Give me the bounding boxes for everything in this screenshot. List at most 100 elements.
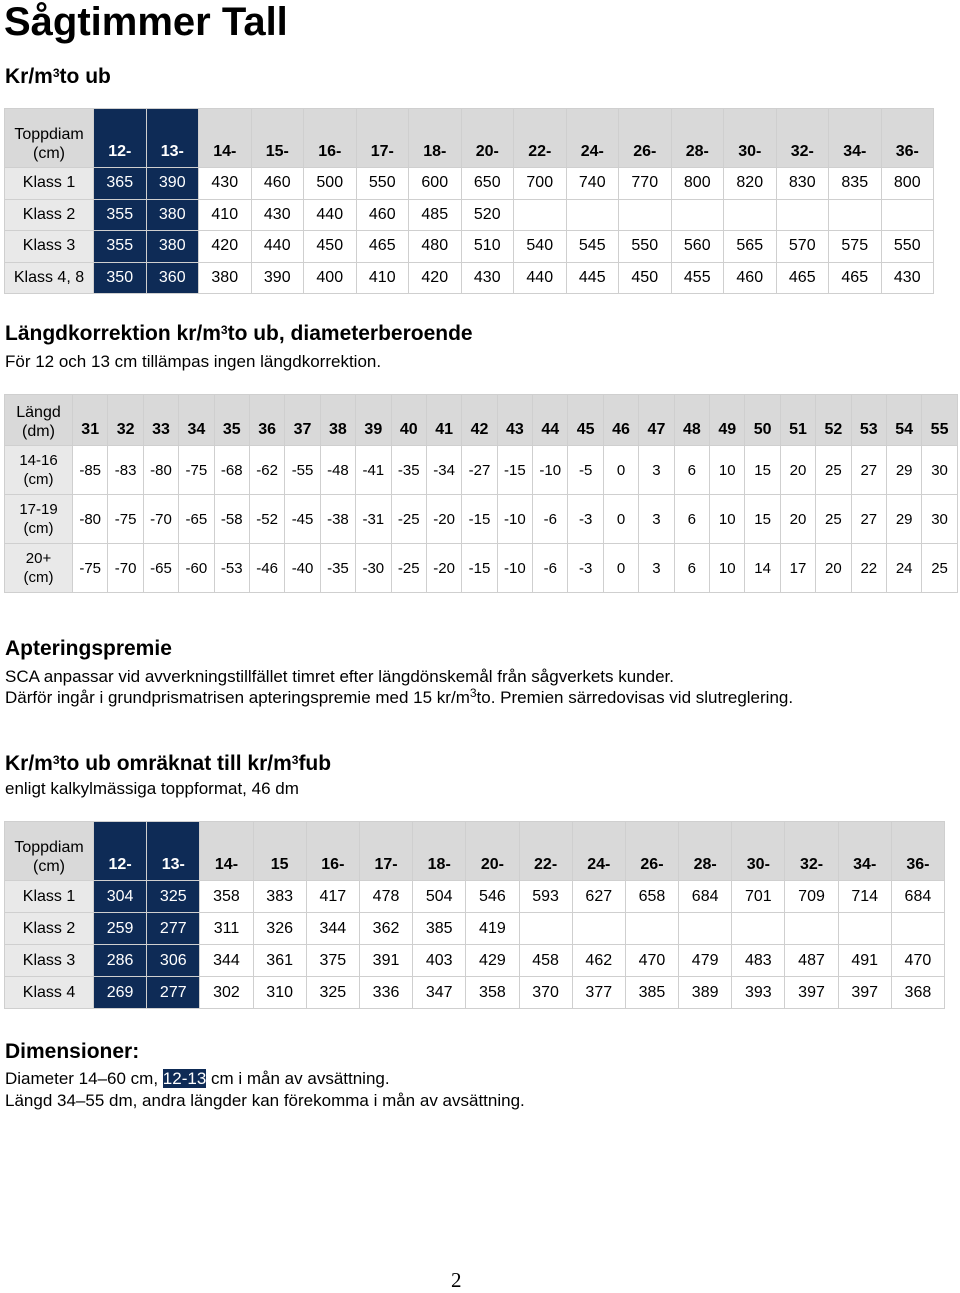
table-cell: -75 xyxy=(178,445,215,495)
table-cell: 770 xyxy=(618,167,672,200)
column-header: 55 xyxy=(921,394,958,446)
superscript: 3 xyxy=(220,323,228,337)
table-cell xyxy=(731,912,786,945)
table-cell: -58 xyxy=(213,494,250,544)
row-label: 14-16 (cm) xyxy=(4,445,73,495)
table-cell: 445 xyxy=(565,261,619,294)
table-cell: 403 xyxy=(412,944,467,977)
table-cell: 393 xyxy=(731,976,786,1009)
table-cell: -10 xyxy=(496,494,534,544)
table-cell: 565 xyxy=(723,230,777,263)
table-cell: 10 xyxy=(709,543,746,593)
dimensions-line-1: Diameter 14–60 cm, 12-13 cm i mån av avs… xyxy=(5,1068,390,1089)
table-cell: 684 xyxy=(678,880,733,913)
column-header: 20- xyxy=(465,821,520,881)
table-cell: 800 xyxy=(670,167,724,200)
column-header: 53 xyxy=(850,394,887,446)
row-label-line: 20+ xyxy=(25,550,52,567)
column-header: 30- xyxy=(723,108,777,168)
table-cell: 510 xyxy=(460,230,514,263)
table-cell: 397 xyxy=(784,976,839,1009)
header-label-line: Längd xyxy=(16,404,61,421)
row-label: Klass 2 xyxy=(4,912,94,945)
table-cell: -52 xyxy=(248,494,286,544)
table-cell: -10 xyxy=(532,445,569,495)
table-cell: 430 xyxy=(250,198,304,231)
table-cell: 269 xyxy=(92,976,148,1009)
row-label-line: 14-16 xyxy=(19,452,58,469)
table-cell: 709 xyxy=(784,880,839,913)
table-cell: -6 xyxy=(532,494,569,544)
table-cell: 800 xyxy=(880,167,934,200)
table-cell xyxy=(518,912,573,945)
table-cell: 470 xyxy=(624,944,680,977)
column-header: 32- xyxy=(775,108,829,168)
table-cell: 575 xyxy=(828,230,882,263)
table-cell: 286 xyxy=(92,944,148,977)
table-cell xyxy=(678,912,733,945)
header-label-line: (dm) xyxy=(22,423,55,440)
table-cell xyxy=(723,198,777,231)
table-cell: -15 xyxy=(461,543,498,593)
table-cell: 410 xyxy=(198,198,252,231)
section-heading-fub: Kr/m3to ub omräknat till kr/m3fub xyxy=(5,751,331,777)
table-cell: 460 xyxy=(723,261,777,294)
row-label: Klass 4, 8 xyxy=(4,261,94,294)
table-cell: 440 xyxy=(303,198,357,231)
table-cell: -46 xyxy=(248,543,286,593)
table-cell: 491 xyxy=(837,944,892,977)
table-cell: -85 xyxy=(71,445,109,495)
table-cell: 385 xyxy=(412,912,467,945)
table-cell: 24 xyxy=(885,543,923,593)
table-cell: 462 xyxy=(571,944,626,977)
column-header: 36 xyxy=(248,394,286,446)
table-cell: 430 xyxy=(460,261,514,294)
text: Därför ingår i grundprismatrisen apterin… xyxy=(5,688,470,707)
row-label: 17-19 (cm) xyxy=(4,494,73,544)
header-label-line: Toppdiam xyxy=(14,126,84,143)
table-row: 14-16 (cm) -85 -83 -80 -75 -68 -62 -55 -48 -41 -35-… xyxy=(4,445,958,495)
table-cell xyxy=(775,198,829,231)
text: to. Premien särredovisas vid slutregleri… xyxy=(476,688,794,707)
highlighted-range: 12-13 xyxy=(162,1069,207,1088)
column-header: 28- xyxy=(678,821,733,881)
table-cell: 29 xyxy=(885,494,923,544)
table-cell: -30 xyxy=(355,543,392,593)
table-cell: 465 xyxy=(775,261,829,294)
table-cell: 306 xyxy=(146,944,201,977)
table-cell xyxy=(784,912,839,945)
column-header: 38 xyxy=(319,394,357,446)
table-cell: 483 xyxy=(731,944,786,977)
header-label: Toppdiam (cm) xyxy=(4,821,94,881)
length-correction-table: Längd (dm) 31 32 33 34 35 36 37 38 39 40 41 42 43 44 45 4… xyxy=(4,394,958,593)
table-cell: -3 xyxy=(567,543,604,593)
row-label: Klass 1 xyxy=(4,880,94,913)
column-header: 15 xyxy=(252,821,307,881)
table-cell: -83 xyxy=(107,445,144,495)
row-label-line: 17-19 xyxy=(19,501,58,518)
table-cell: 478 xyxy=(358,880,414,913)
table-cell: 0 xyxy=(602,445,640,495)
table-cell: -10 xyxy=(496,543,534,593)
row-label-line: (cm) xyxy=(23,471,54,488)
table-cell: -48 xyxy=(319,445,357,495)
table-cell: 487 xyxy=(784,944,839,977)
table-cell: 6 xyxy=(673,445,711,495)
table-cell: 420 xyxy=(408,261,462,294)
table-cell: 362 xyxy=(358,912,414,945)
table-cell: 420 xyxy=(198,230,252,263)
table-cell: -35 xyxy=(390,445,427,495)
table-cell: -70 xyxy=(107,543,144,593)
table-cell: 460 xyxy=(250,167,304,200)
table-cell: 430 xyxy=(198,167,252,200)
column-header: 41 xyxy=(425,394,463,446)
table-cell: 627 xyxy=(571,880,626,913)
superscript: 3 xyxy=(52,66,60,80)
table-cell: 835 xyxy=(828,167,882,200)
table-cell: 14 xyxy=(744,543,781,593)
table-cell: 390 xyxy=(145,167,199,200)
table-cell: 389 xyxy=(678,976,733,1009)
header-label-line: (cm) xyxy=(33,145,65,162)
table-cell: 740 xyxy=(565,167,619,200)
header-label: Toppdiam (cm) xyxy=(4,108,94,168)
